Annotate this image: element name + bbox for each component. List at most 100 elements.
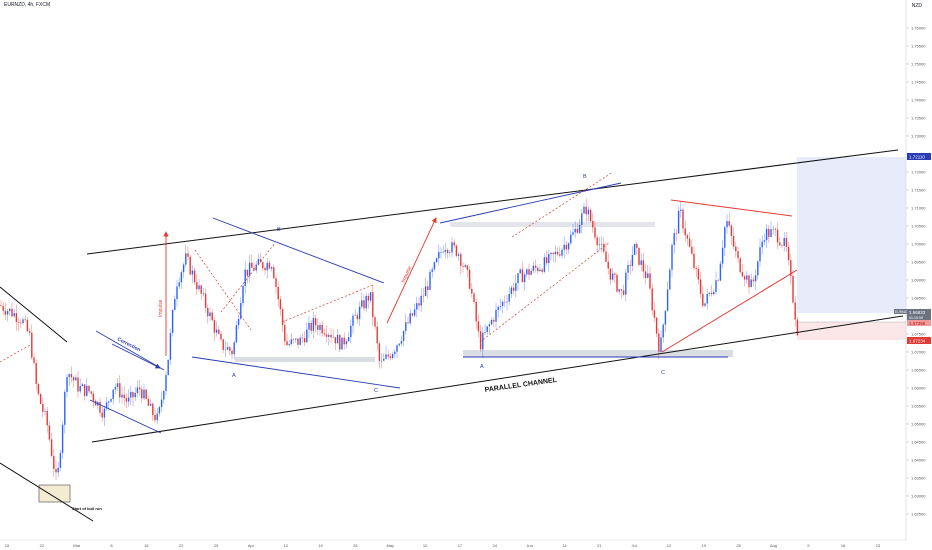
price-tick-label: 1.74500 — [911, 80, 926, 85]
candle-body — [587, 209, 590, 215]
candle-body — [647, 273, 649, 278]
candle-body — [790, 260, 792, 276]
candle-body — [57, 467, 59, 473]
candle-body — [407, 322, 409, 324]
candle-body — [499, 306, 502, 307]
candle-body — [138, 387, 141, 390]
candle-body — [306, 329, 308, 343]
candle-body — [592, 221, 594, 228]
candle-body — [442, 251, 444, 253]
flag-top-line[interactable] — [95, 330, 165, 371]
impulse-label-2: Impulse — [400, 265, 413, 284]
candle-body — [154, 414, 156, 421]
candle-body — [44, 410, 46, 412]
candle-body — [39, 393, 42, 404]
candle-body — [640, 260, 642, 265]
candle-body — [708, 292, 711, 294]
candle-body — [209, 312, 211, 317]
candle-body — [330, 334, 332, 338]
triangle-top-line[interactable] — [670, 199, 793, 217]
candle-body — [28, 331, 31, 333]
candle-body — [653, 310, 656, 318]
wedge1-bottom-line[interactable] — [191, 356, 401, 389]
wedge1-dash-b — [220, 242, 276, 313]
candle-body — [26, 319, 29, 332]
correction-arrow[interactable] — [111, 343, 161, 369]
channel-top-line[interactable] — [86, 149, 899, 255]
time-tick-label: 15 — [144, 543, 149, 548]
price-tick-label: 1.75500 — [911, 44, 926, 49]
candle-body — [618, 289, 620, 292]
candle-body — [633, 243, 636, 255]
candle-body — [603, 243, 605, 252]
candle-body — [409, 313, 411, 324]
candle-body — [270, 267, 273, 269]
candle-body — [9, 308, 11, 312]
candle-body — [570, 234, 572, 244]
candle-body — [37, 383, 40, 394]
candle-body — [86, 385, 88, 396]
current-symbol-tag: EURNZD — [895, 310, 910, 314]
candle-body — [112, 389, 114, 400]
candle-body — [622, 290, 625, 295]
candle-body — [292, 339, 295, 340]
candle-body — [372, 292, 374, 318]
candle-body — [534, 265, 537, 268]
wedge1-top-line[interactable] — [212, 217, 385, 284]
candle-body — [233, 342, 235, 355]
candle-body — [787, 246, 790, 261]
channel-bottom-line[interactable] — [91, 315, 904, 443]
candle-body — [550, 252, 552, 255]
candle-body — [251, 262, 253, 268]
candle-body — [237, 318, 240, 326]
flag-bottom-line[interactable] — [89, 399, 162, 434]
candle-body — [101, 412, 103, 418]
candle-body — [627, 265, 629, 273]
impulse-arrow-2[interactable] — [386, 217, 437, 324]
time-tick-label: 12 — [283, 543, 288, 548]
candle-body — [420, 295, 422, 306]
target-price-tag: 1.72110 — [909, 155, 925, 160]
candle-body — [242, 285, 244, 303]
candle-body — [224, 349, 227, 351]
candle-body — [59, 452, 62, 468]
countdown-tag: 01:15:09 — [909, 316, 923, 320]
candle-body — [317, 325, 319, 330]
candle-body — [763, 240, 766, 242]
candle-body — [706, 293, 708, 304]
time-tick-label: 19 — [702, 543, 707, 548]
candle-body — [750, 279, 752, 288]
tag2-price: 1.67398 — [909, 321, 926, 326]
triangle-bottom-line[interactable] — [661, 269, 798, 353]
downtrend-line-lower[interactable] — [0, 462, 94, 522]
candle-body — [497, 306, 499, 310]
candle-body — [103, 408, 106, 418]
candle-body — [512, 287, 515, 291]
candle-body — [226, 347, 229, 350]
candle-body — [72, 377, 75, 381]
price-tick-label: 1.69500 — [911, 260, 926, 265]
candle-body — [460, 254, 462, 266]
price-axis[interactable]: 1.62500 1.63000 1.63500 1.64000 1.64500 1.650… — [906, 26, 926, 517]
candle-body — [521, 269, 524, 283]
candle-body — [724, 227, 726, 248]
candle-body — [284, 325, 286, 342]
candle-body — [457, 254, 460, 256]
candle-body — [565, 244, 568, 250]
bull-run-box[interactable] — [38, 484, 71, 503]
candle-body — [114, 387, 117, 390]
candle-body — [438, 252, 440, 259]
candle-body — [387, 354, 389, 357]
target-zone[interactable] — [797, 157, 906, 313]
downtrend-line-upper[interactable] — [0, 286, 68, 343]
candle-body — [235, 325, 238, 343]
stop-zone[interactable] — [797, 322, 906, 340]
candle-body — [189, 256, 191, 275]
candle-body — [607, 261, 609, 269]
candle-body — [116, 383, 119, 388]
candle-body — [508, 293, 510, 302]
time-axis[interactable]: 15 22 Mar 8 15 22 29 Apr 12 19 26 May 10 17 24 Jun 14 21 J… — [5, 543, 881, 548]
price-tick-label: 1.70500 — [911, 224, 926, 229]
channel2-top-line[interactable] — [439, 182, 622, 224]
